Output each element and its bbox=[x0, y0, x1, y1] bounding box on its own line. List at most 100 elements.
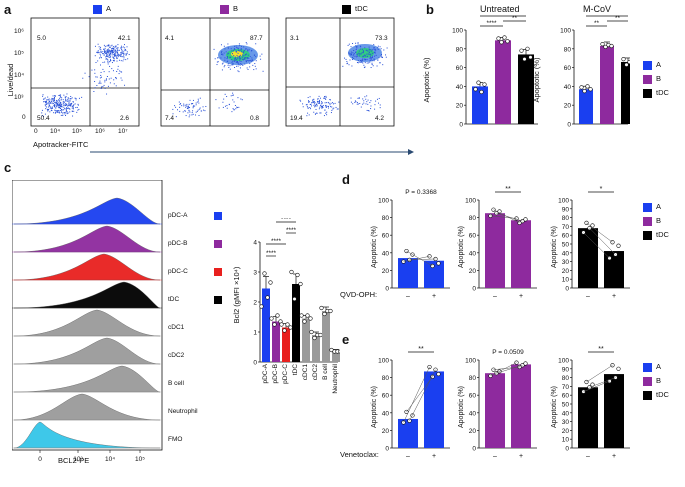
flow-event bbox=[223, 52, 225, 54]
y-axis-label: Apoptotic (%) bbox=[551, 386, 558, 428]
flow-event bbox=[57, 100, 59, 102]
y-tick-label: 1 bbox=[253, 330, 257, 337]
flow-event bbox=[348, 51, 350, 53]
flow-event bbox=[99, 80, 101, 82]
panelD-chart-0: 0 20 40 60 80 100 P = 0.3368 – + Apoptotic (%) bbox=[371, 189, 450, 300]
flow-event bbox=[72, 108, 74, 110]
flow-event bbox=[100, 51, 102, 53]
flow-event bbox=[55, 110, 57, 112]
legend-swatch bbox=[643, 88, 652, 98]
flow-event bbox=[254, 65, 256, 67]
flow-event bbox=[232, 94, 234, 96]
flow-event bbox=[317, 98, 319, 100]
flow-event bbox=[237, 52, 239, 54]
flow-event bbox=[58, 105, 60, 107]
flow-event bbox=[74, 103, 76, 105]
flow-event bbox=[238, 62, 240, 64]
flow-event bbox=[228, 66, 230, 68]
flow-event bbox=[124, 84, 126, 86]
flow-event bbox=[191, 103, 193, 105]
flow-event bbox=[310, 103, 312, 105]
flow-event bbox=[239, 45, 241, 47]
flow-event bbox=[70, 103, 72, 105]
flow-event bbox=[318, 101, 320, 103]
flow-event bbox=[112, 59, 114, 61]
flow-event bbox=[49, 107, 51, 109]
data-point bbox=[488, 373, 493, 378]
flow-event bbox=[308, 114, 310, 116]
y-tick-label: 60 bbox=[382, 233, 390, 240]
flow-event bbox=[360, 106, 362, 108]
flow-event bbox=[324, 102, 326, 104]
flow-event bbox=[316, 100, 318, 102]
quad-B-ll: 7.4 bbox=[165, 115, 175, 122]
hist-label-pdc-a: pDC-A bbox=[168, 212, 188, 219]
flow-event bbox=[226, 96, 228, 98]
flow-event bbox=[368, 49, 370, 51]
flow-event bbox=[357, 62, 359, 64]
data-point bbox=[288, 325, 293, 330]
data-point bbox=[268, 280, 273, 285]
flow-event bbox=[121, 47, 123, 49]
bcl2-x-label: B cell bbox=[322, 364, 329, 380]
flow-event bbox=[64, 97, 66, 99]
flow-event bbox=[45, 101, 47, 103]
flow-event bbox=[233, 55, 235, 57]
flow-event bbox=[251, 59, 253, 61]
flow-event bbox=[111, 48, 113, 50]
quad-tDC-lr: 4.2 bbox=[375, 115, 385, 122]
flow-event bbox=[113, 83, 115, 85]
legend-swatch bbox=[220, 4, 229, 14]
flow-event bbox=[244, 58, 246, 60]
flow-event bbox=[319, 112, 321, 114]
data-point bbox=[262, 271, 267, 276]
hist-label-swatch bbox=[214, 268, 222, 276]
flow-event bbox=[226, 58, 228, 60]
flow-event bbox=[72, 107, 74, 109]
flow-event bbox=[238, 106, 240, 108]
flow-event bbox=[56, 105, 58, 107]
flow-event bbox=[62, 113, 64, 115]
flow-event bbox=[260, 58, 262, 60]
flow-event bbox=[232, 99, 234, 101]
data-point bbox=[404, 248, 409, 254]
flow-event bbox=[324, 96, 326, 98]
flow-event bbox=[107, 51, 109, 53]
flow-event bbox=[65, 109, 67, 111]
flow-event bbox=[368, 54, 370, 56]
quad-tDC-ll: 19.4 bbox=[290, 115, 303, 122]
legend-a-group-B: B bbox=[220, 4, 238, 14]
flow-event bbox=[64, 108, 66, 110]
flow-event bbox=[233, 58, 235, 60]
flow-event bbox=[104, 79, 106, 81]
flow-event bbox=[221, 50, 223, 52]
flow-event bbox=[377, 45, 379, 47]
quad-B-ul: 4.1 bbox=[165, 35, 175, 42]
flow-event bbox=[69, 100, 71, 102]
flow-event bbox=[232, 92, 234, 94]
flow-event bbox=[96, 76, 98, 78]
flow-event bbox=[179, 103, 181, 105]
flow-event bbox=[77, 109, 79, 111]
flow-event bbox=[72, 101, 74, 103]
flow-event bbox=[108, 71, 110, 73]
flow-event bbox=[356, 103, 358, 105]
x-tick-label: – bbox=[493, 453, 497, 460]
hist-label-cdc1: cDC1 bbox=[168, 324, 185, 331]
flow-event bbox=[234, 66, 236, 68]
flow-event bbox=[224, 57, 226, 59]
flow-event bbox=[116, 54, 118, 56]
flow-event bbox=[183, 103, 185, 105]
flow-event bbox=[380, 48, 382, 50]
flow-event bbox=[334, 102, 336, 104]
flow-event bbox=[72, 105, 74, 107]
flow-x-tick: 10⁷ bbox=[118, 128, 128, 135]
flow-event bbox=[66, 104, 68, 106]
flow-event bbox=[216, 64, 218, 66]
flow-event bbox=[120, 71, 122, 73]
data-point bbox=[259, 304, 264, 309]
flow-event bbox=[49, 103, 51, 105]
flow-event bbox=[44, 113, 46, 115]
flow-event bbox=[231, 50, 233, 52]
flow-event bbox=[367, 53, 369, 55]
